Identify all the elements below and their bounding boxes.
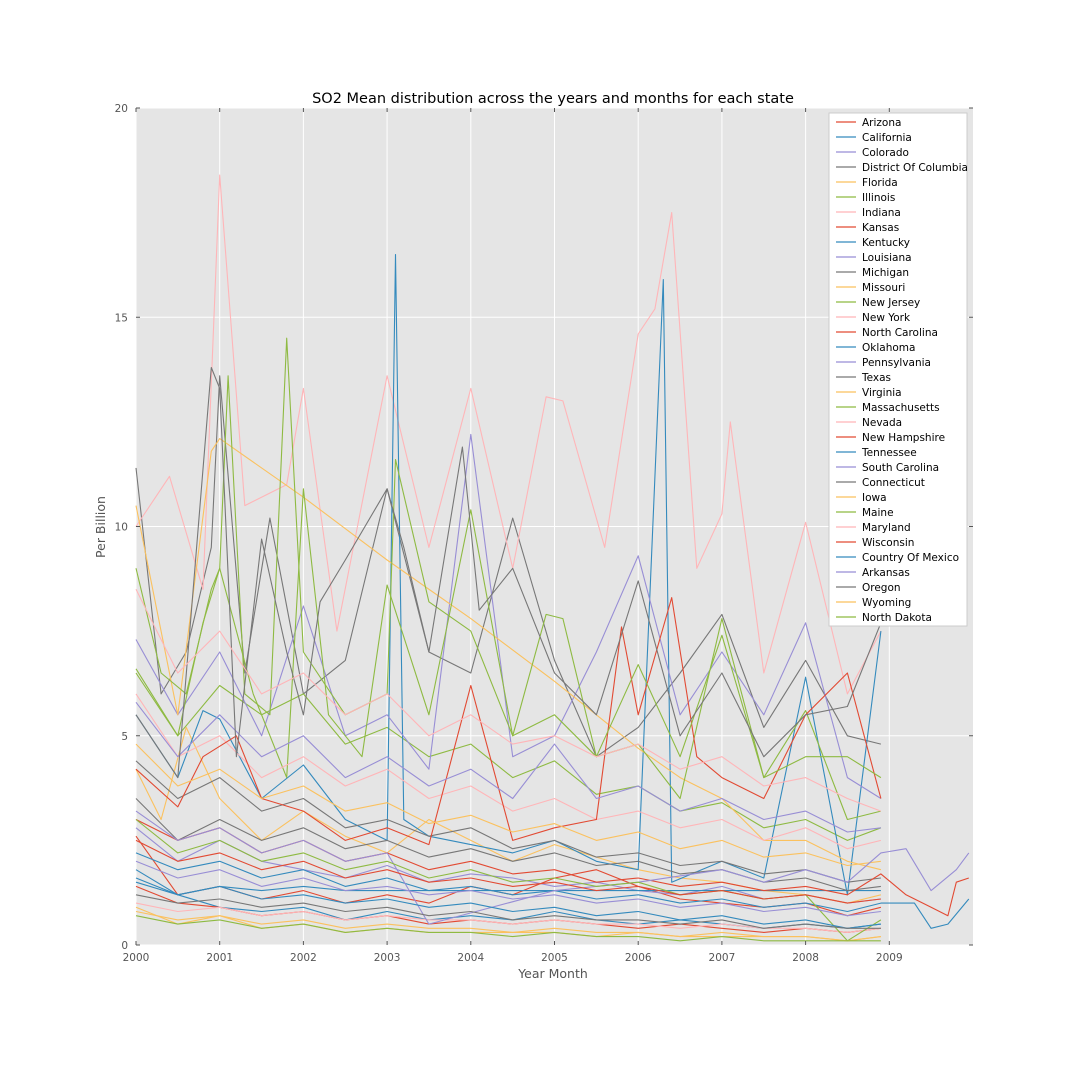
series-line-oregon <box>135 894 881 929</box>
y-tick-label: 0 <box>121 940 128 952</box>
legend-label: New Jersey <box>862 297 920 309</box>
x-tick-label: 2005 <box>541 952 568 964</box>
series-line-virginia <box>135 743 881 867</box>
legend-label: Nevada <box>862 417 902 429</box>
legend-label: Maryland <box>862 522 911 534</box>
series-line-maryland <box>135 589 882 812</box>
y-tick-label: 10 <box>115 522 128 534</box>
series-line-wisconsin <box>135 839 881 904</box>
x-tick-label: 2007 <box>709 952 736 964</box>
legend-label: Michigan <box>862 267 909 279</box>
x-tick-label: 2004 <box>457 952 484 964</box>
series-lines <box>135 174 970 942</box>
legend-label: Maine <box>862 507 894 519</box>
x-tick-label: 2008 <box>792 952 819 964</box>
legend-label: Wyoming <box>862 597 911 609</box>
series-line-louisiana <box>135 433 882 799</box>
legend-label: Illinois <box>862 192 895 204</box>
legend-label: Massachusetts <box>862 402 940 414</box>
legend-label: Wisconsin <box>862 537 914 549</box>
legend-label: South Carolina <box>862 462 939 474</box>
axis-ticks: 2000 2001 2002 2003 2004 2005 2006 2007 2008 2009… <box>115 103 973 964</box>
legend-label: Virginia <box>862 387 902 399</box>
legend-box <box>828 112 968 627</box>
x-tick-label: 2002 <box>290 952 317 964</box>
series-line-country-of-mexico <box>135 881 881 929</box>
series-line-indiana <box>135 174 882 695</box>
x-tick-label: 2003 <box>374 952 401 964</box>
legend-label: California <box>862 132 912 144</box>
series-line-north-carolina <box>135 597 882 846</box>
legend-label: Kansas <box>862 222 899 234</box>
legend-label: Arkansas <box>862 567 910 579</box>
legend-label: Oregon <box>862 582 901 594</box>
legend-label: Kentucky <box>862 237 910 249</box>
x-tick-label: 2006 <box>625 952 652 964</box>
legend-label: New York <box>862 312 911 324</box>
legend-label: New Hampshire <box>862 432 945 444</box>
legend-label: Tennessee <box>861 447 917 459</box>
series-line-massachusetts <box>135 337 882 779</box>
y-tick-label: 5 <box>121 731 128 743</box>
legend: Arizona California Colorado District Of Col… <box>828 112 968 627</box>
legend-label: Connecticut <box>862 477 925 489</box>
y-tick-label: 20 <box>115 103 128 115</box>
y-axis-label: Per Billion <box>93 496 108 558</box>
series-line-pennsylvania <box>135 701 881 833</box>
legend-label: District Of Columbia <box>862 162 968 174</box>
legend-label: Colorado <box>862 147 909 159</box>
legend-label: Pennsylvania <box>862 357 931 369</box>
series-line-tennessee <box>135 852 970 929</box>
series-line-connecticut <box>135 366 882 779</box>
legend-label: Country Of Mexico <box>862 552 959 564</box>
chart-title: SO2 Mean distribution across the years a… <box>312 91 794 107</box>
legend-label: Louisiana <box>862 252 912 264</box>
legend-label: North Carolina <box>862 327 938 339</box>
series-line-kentucky <box>135 253 882 896</box>
legend-label: Arizona <box>862 117 901 129</box>
series-line-michigan <box>135 760 881 883</box>
series-line-north-dakota <box>135 915 881 942</box>
y-tick-label: 15 <box>115 312 128 324</box>
x-tick-label: 2009 <box>876 952 903 964</box>
series-line-new-york <box>135 693 882 850</box>
legend-label: Texas <box>861 372 891 384</box>
legend-label: North Dakota <box>862 612 932 624</box>
legend-label: Missouri <box>862 282 905 294</box>
legend-label: Iowa <box>862 492 887 504</box>
x-axis-label: Year Month <box>517 966 588 981</box>
series-line-missouri <box>135 438 882 871</box>
x-tick-label: 2001 <box>206 952 233 964</box>
legend-label: Florida <box>862 177 898 189</box>
series-line-district-of-columbia <box>135 375 882 758</box>
x-tick-label: 2000 <box>123 952 150 964</box>
legend-label: Oklahoma <box>862 342 915 354</box>
series-line-arkansas <box>135 860 881 917</box>
series-line-wyoming <box>135 910 881 942</box>
legend-label: Indiana <box>862 207 901 219</box>
